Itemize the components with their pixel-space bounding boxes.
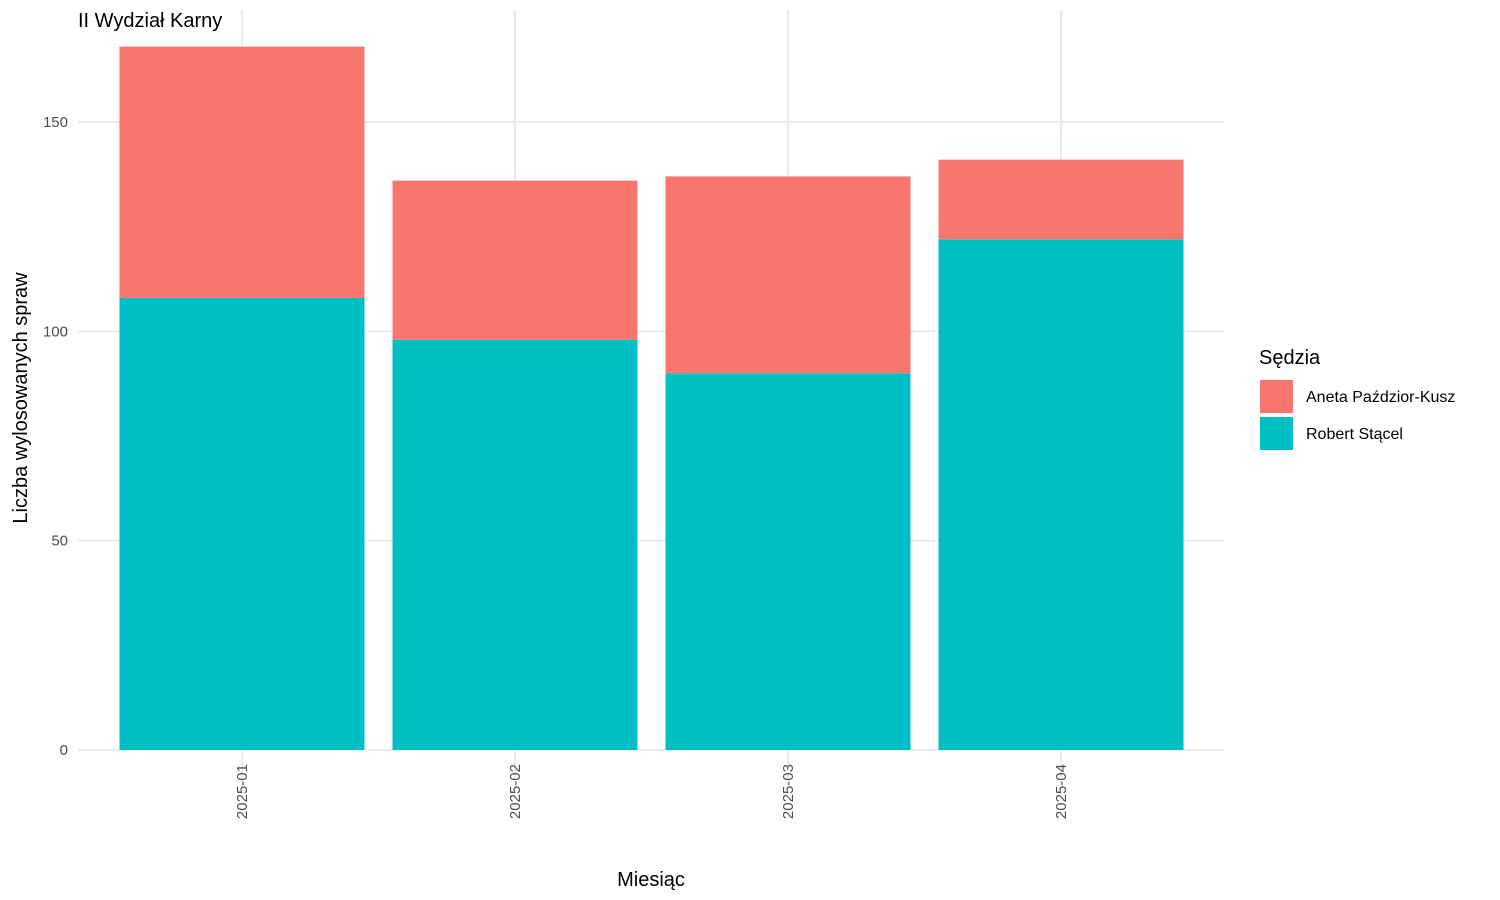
x-tick-label: 2025-04 [1053, 764, 1070, 819]
bar-segment [392, 180, 638, 340]
legend-label: Aneta Paździor-Kusz [1306, 389, 1455, 406]
bar-segment [938, 239, 1184, 750]
bar-segment [665, 176, 911, 374]
x-tick-label: 2025-01 [234, 764, 251, 819]
y-axis-ticks: 0 50 100 150 [43, 114, 68, 759]
legend-label: Robert Stącel [1306, 426, 1403, 443]
bar-segment [938, 159, 1184, 240]
x-axis-ticks: 2025-01 2025-02 2025-03 2025-04 [234, 764, 1070, 819]
chart-title: II Wydział Karny [78, 10, 222, 32]
y-tick-label: 100 [43, 323, 68, 340]
bar-segment [665, 373, 911, 750]
x-tick-label: 2025-02 [507, 764, 524, 819]
y-axis-title: Liczba wylosowanych spraw [10, 272, 32, 524]
bars-layer [119, 46, 1184, 750]
x-tick-label: 2025-03 [780, 764, 797, 819]
y-tick-label: 50 [51, 533, 68, 550]
legend-swatch [1260, 417, 1293, 450]
legend-items: Aneta Paździor-Kusz Robert Stącel [1260, 380, 1455, 450]
bar-segment [119, 297, 365, 750]
legend-swatch [1260, 380, 1293, 413]
bar-segment [119, 46, 365, 298]
y-tick-label: 0 [60, 742, 68, 759]
y-tick-label: 150 [43, 114, 68, 131]
legend-title: Sędzia [1259, 347, 1321, 369]
bar-segment [392, 339, 638, 750]
legend: Sędzia Aneta Paździor-Kusz Robert Stącel [1259, 347, 1455, 450]
x-axis-title: Miesiąc [617, 869, 685, 891]
